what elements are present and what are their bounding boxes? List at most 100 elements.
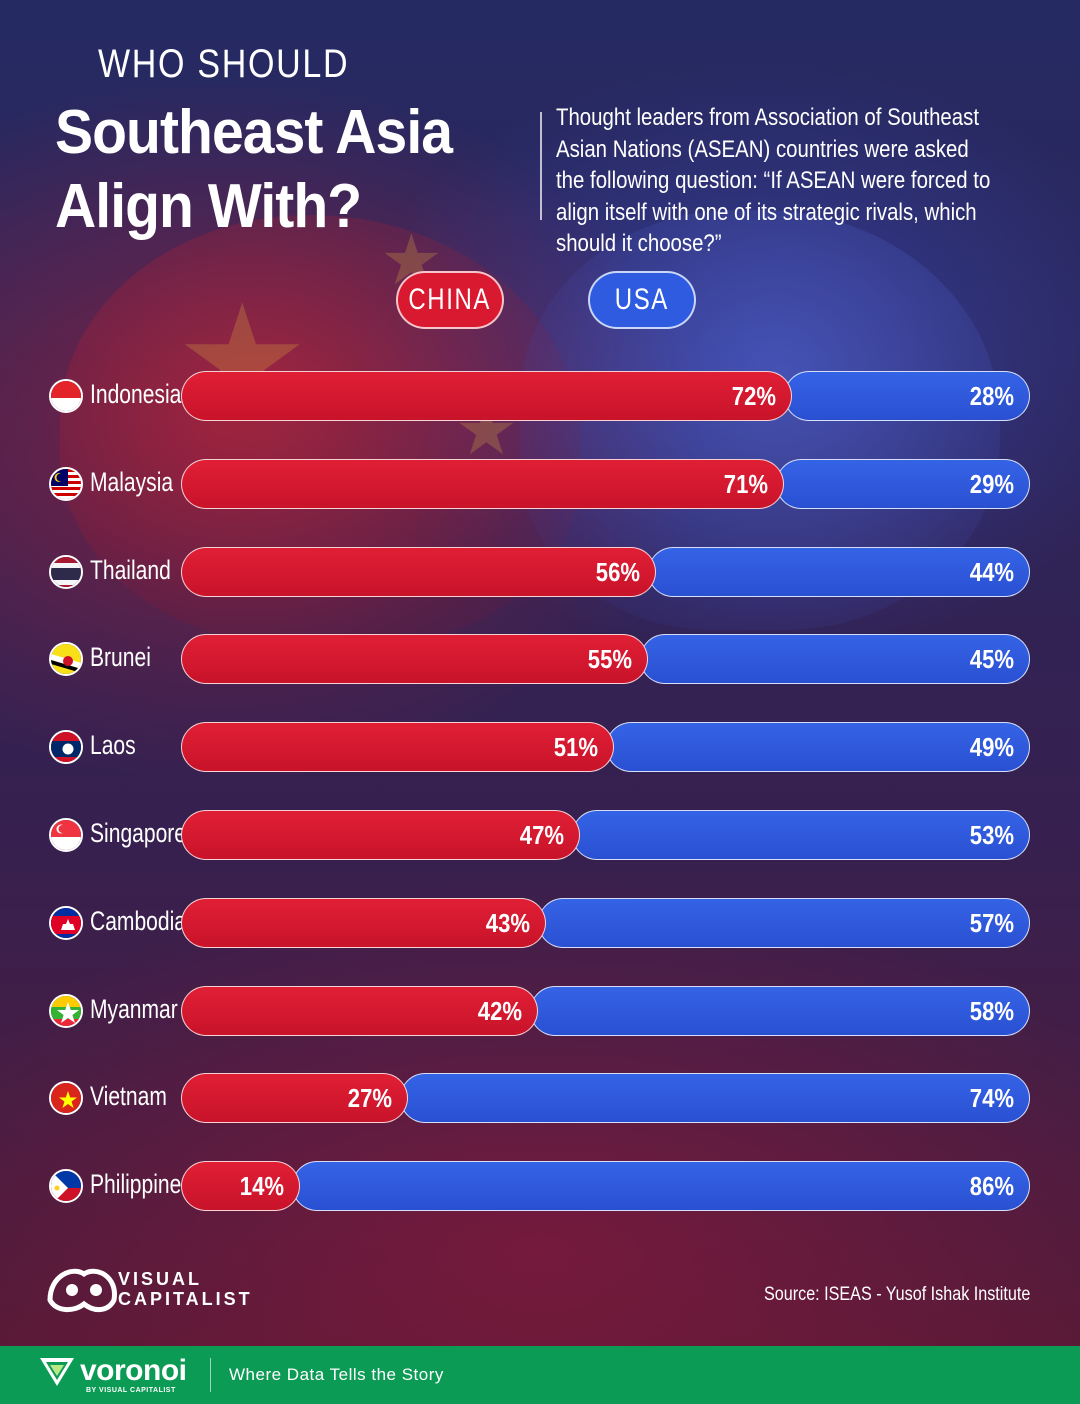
china-bar	[181, 371, 793, 421]
country-label: Malaysia	[90, 466, 174, 497]
usa-bar	[605, 722, 1030, 773]
country-label: Philippines	[90, 1169, 192, 1200]
source-note: Source: ISEAS - Yusof Ishak Institute	[763, 1284, 1030, 1305]
myanmar-flag-icon	[49, 993, 83, 1028]
voronoi-subtitle: BY VISUAL CAPITALIST	[86, 1387, 176, 1394]
china-value-label: 72%	[724, 371, 776, 421]
visual-capitalist-logo-icon	[47, 1268, 117, 1312]
china-value-text: 72%	[732, 381, 777, 411]
china-value-label: 51%	[546, 722, 598, 772]
china-value-label: 56%	[588, 547, 640, 597]
china-value-label: 43%	[478, 898, 530, 948]
usa-value-label: 28%	[962, 371, 1014, 421]
usa-value-label: 49%	[962, 722, 1014, 772]
chart-row: Indonesia 72% 28%	[0, 371, 1080, 421]
usa-value-label: 45%	[962, 634, 1014, 684]
country-label: Thailand	[90, 554, 171, 585]
china-value-text: 42%	[477, 995, 522, 1026]
usa-value-text: 44%	[969, 556, 1014, 587]
china-value-text: 71%	[723, 468, 768, 499]
bar-track: 55% 45%	[181, 634, 1030, 685]
usa-value-label: 86%	[962, 1161, 1014, 1211]
bar-track: 71% 29%	[181, 458, 1030, 509]
usa-bar	[538, 897, 1030, 948]
description-text: Thought leaders from Association of Sout…	[556, 104, 991, 257]
chart-row: Singapore 47% 53%	[0, 810, 1080, 860]
usa-value-text: 74%	[969, 1083, 1014, 1114]
footer-divider	[210, 1358, 211, 1392]
bar-track: 51% 49%	[181, 722, 1030, 773]
usa-value-label: 44%	[962, 547, 1014, 597]
china-value-text: 47%	[519, 820, 565, 850]
singapore-flag-icon	[49, 818, 83, 852]
china-bar	[181, 985, 538, 1036]
china-value-text: 55%	[587, 644, 632, 675]
china-bar	[181, 1161, 300, 1212]
footer-tagline: Where Data Tells the Story	[229, 1365, 444, 1384]
china-value-label: 27%	[340, 1073, 392, 1123]
title-kicker: WHO SHOULD	[98, 42, 350, 86]
malaysia-flag-icon	[49, 466, 83, 501]
usa-value-label: 53%	[962, 810, 1014, 860]
china-value-label: 47%	[512, 810, 564, 860]
country-label: Cambodia	[90, 905, 187, 936]
country-label: Myanmar	[90, 993, 178, 1024]
usa-bar	[784, 371, 1030, 421]
usa-value-text: 57%	[969, 907, 1014, 938]
chart-row: Brunei 55% 45%	[0, 634, 1080, 685]
china-value-label: 42%	[470, 986, 522, 1036]
bar-track: 72% 28%	[181, 371, 1030, 421]
legend-usa-label: USA	[614, 283, 670, 316]
usa-bar	[775, 458, 1030, 509]
philippines-flag-icon	[49, 1169, 83, 1204]
visual-capitalist-wordmark: VISUAL CAPITALIST	[118, 1269, 253, 1309]
usa-bar	[399, 1073, 1030, 1124]
page-title: Southeast Asia Align With?	[55, 98, 453, 241]
bar-track: 14% 86%	[181, 1161, 1030, 1212]
usa-bar	[572, 810, 1030, 860]
usa-value-label: 29%	[962, 459, 1014, 509]
china-value-text: 56%	[596, 556, 641, 587]
wordmark-line2: CAPITALIST	[118, 1289, 253, 1309]
laos-flag-icon	[49, 730, 83, 765]
usa-value-text: 28%	[969, 381, 1014, 411]
brunei-flag-icon	[49, 642, 83, 677]
country-label: Singapore	[90, 818, 187, 848]
usa-bar	[648, 546, 1030, 597]
china-bar	[181, 546, 657, 597]
wordmark-line1: VISUAL	[118, 1269, 203, 1289]
usa-bar	[529, 985, 1030, 1036]
chart-row: Thailand 56% 44%	[0, 546, 1080, 597]
china-bar	[181, 897, 547, 948]
indonesia-flag-icon	[49, 379, 83, 413]
country-label: Indonesia	[90, 379, 182, 409]
usa-value-text: 58%	[969, 995, 1014, 1026]
voronoi-wordmark: voronoi	[80, 1354, 187, 1387]
china-value-label: 55%	[580, 634, 632, 684]
vietnam-flag-icon	[49, 1081, 83, 1116]
footer-bar	[0, 1346, 1080, 1404]
usa-value-label: 74%	[962, 1073, 1014, 1123]
chart-row: Myanmar 42% 58%	[0, 985, 1080, 1036]
cambodia-flag-icon	[49, 905, 83, 940]
bar-track: 27% 74%	[181, 1073, 1030, 1124]
voronoi-logo-icon	[40, 1358, 74, 1386]
bar-track: 43% 57%	[181, 897, 1030, 948]
usa-value-text: 53%	[969, 820, 1014, 850]
legend-china: CHINA	[396, 271, 504, 329]
usa-value-text: 49%	[969, 732, 1014, 763]
china-value-label: 14%	[232, 1161, 284, 1211]
usa-value-label: 58%	[962, 986, 1014, 1036]
china-bar	[181, 634, 648, 685]
china-value-text: 51%	[553, 732, 598, 763]
china-value-label: 71%	[716, 459, 768, 509]
country-label: Brunei	[90, 642, 151, 673]
china-value-text: 14%	[239, 1171, 284, 1202]
description-divider	[540, 112, 542, 220]
bar-track: 56% 44%	[181, 546, 1030, 597]
bar-track: 47% 53%	[181, 810, 1030, 860]
usa-bar	[291, 1161, 1030, 1212]
bar-track: 42% 58%	[181, 985, 1030, 1036]
usa-bar	[639, 634, 1030, 685]
